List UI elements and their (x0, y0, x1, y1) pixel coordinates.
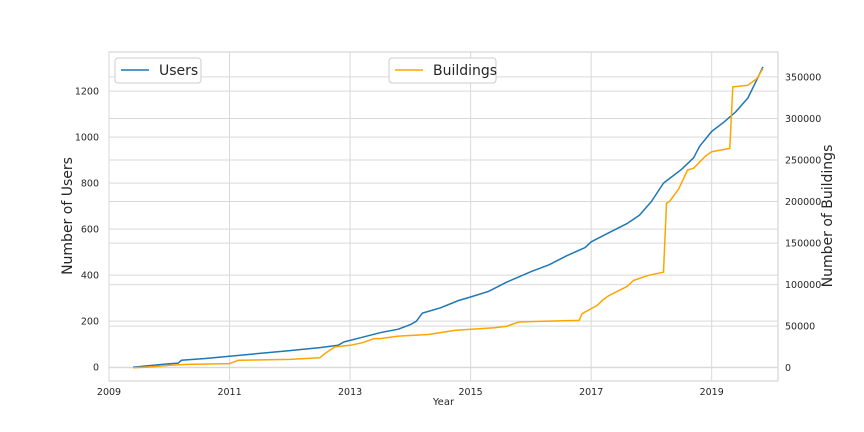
y-axis-left-label: Number of Users (60, 157, 76, 275)
x-axis-label: Year (432, 397, 455, 408)
y-right-tick-label: 200000 (785, 197, 821, 208)
y-left-tick-label: 400 (81, 271, 99, 282)
x-tick-label: 2015 (459, 387, 483, 398)
y-right-tick-label: 350000 (785, 72, 821, 83)
series-line-buildings (133, 68, 764, 369)
legend-buildings-label: Buildings (433, 63, 497, 79)
y-left-tick-label: 600 (81, 225, 99, 236)
y-right-tick-label: 50000 (785, 322, 815, 333)
series-line-users (133, 66, 764, 368)
y-left-tick-label: 0 (93, 363, 99, 374)
series-lines (133, 66, 764, 369)
y-left-tick-label: 1000 (75, 133, 99, 144)
x-tick-label: 2011 (217, 387, 241, 398)
x-tick-label: 2013 (338, 387, 362, 398)
y-left-tick-label: 200 (81, 317, 99, 328)
grid-lines (108, 52, 778, 381)
y-axis-right-label: Number of Buildings (820, 145, 836, 288)
y-right-tick-label: 100000 (785, 280, 821, 291)
y-right-tick-label: 300000 (785, 114, 821, 125)
y-right-tick-label: 150000 (785, 239, 821, 250)
y-left-tick-label: 800 (81, 179, 99, 190)
y-right-tick-label: 250000 (785, 156, 821, 167)
x-tick-label: 2019 (700, 387, 724, 398)
x-tick-label: 2009 (97, 387, 121, 398)
y-left-tick-label: 1200 (75, 87, 99, 98)
y-right-tick-label: 0 (785, 363, 791, 374)
legend-users: Users (114, 57, 202, 84)
x-tick-label: 2017 (579, 387, 603, 398)
legend-users-box (114, 57, 202, 84)
legend-users-label: Users (159, 63, 198, 79)
legend-buildings-box (388, 57, 497, 84)
legend-buildings: Buildings (388, 57, 497, 84)
tick-labels: 2009 2011 2013 2015 2017 2019 0 200 400 600 800 100… (75, 72, 821, 398)
